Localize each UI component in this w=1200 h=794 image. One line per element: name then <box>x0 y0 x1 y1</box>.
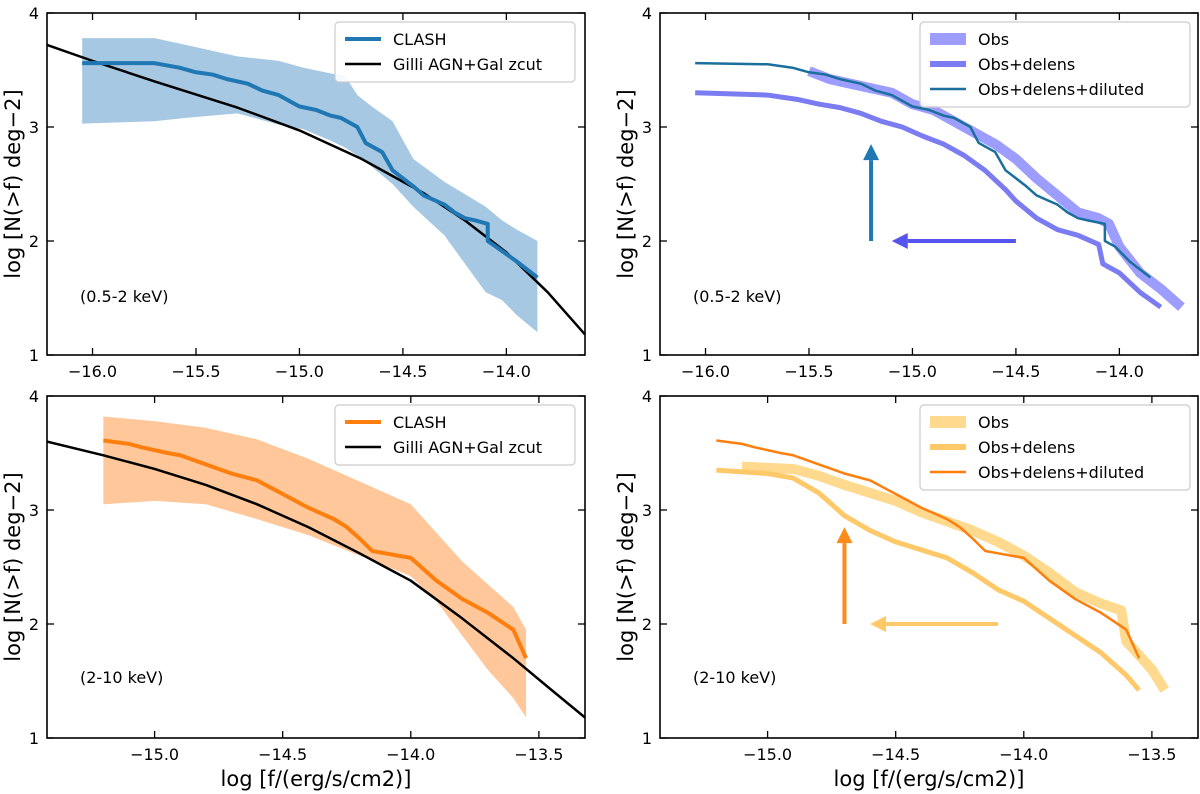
x-tick-label: −15.0 <box>888 362 937 381</box>
axes-frame <box>46 395 586 739</box>
plot-area <box>47 416 585 719</box>
energy-band-label: (2-10 keV) <box>693 668 776 687</box>
y-tick-label: 3 <box>29 118 39 137</box>
y-tick-label: 4 <box>642 387 652 406</box>
x-tick-label: −14.0 <box>999 745 1048 764</box>
series-line-gilli-agn-gal-zcut <box>47 440 585 719</box>
x-tick-label: −15.0 <box>275 362 324 381</box>
y-tick-label: 4 <box>29 387 39 406</box>
y-tick-label: 3 <box>642 501 652 520</box>
axes-frame <box>659 395 1199 739</box>
x-tick-label: −15.0 <box>743 745 792 764</box>
delensing-arrow-head <box>870 616 887 632</box>
series-line-obs-delens-diluted <box>716 439 1141 659</box>
y-tick-label: 1 <box>642 729 652 748</box>
x-tick-label: −14.5 <box>258 745 307 764</box>
dilution-arrow-head <box>836 527 853 544</box>
legend-label: Gilli AGN+Gal zcut <box>393 55 542 74</box>
y-tick-label: 3 <box>29 501 39 520</box>
x-tick-label: −16.0 <box>681 362 730 381</box>
y-tick-label: 2 <box>642 232 652 251</box>
delensing-arrow-head <box>891 233 908 249</box>
y-tick-label: 2 <box>642 615 652 634</box>
legend: CLASH Gilli AGN+Gal zcut <box>334 21 576 83</box>
legend-label: CLASH <box>393 30 447 49</box>
panel-soft-clash: −16.0 −15.5 −15.0 −14.5 −14.0 1 2 3 4 log [N(>f) … <box>1 4 586 381</box>
x-tick-label: −15.5 <box>171 362 220 381</box>
uncertainty-band <box>82 38 538 333</box>
legend-box <box>334 21 576 83</box>
x-tick-label: −13.5 <box>1127 745 1176 764</box>
y-tick-label: 3 <box>642 118 652 137</box>
axes-frame <box>46 12 586 356</box>
plot-area <box>47 38 585 336</box>
y-tick-label: 4 <box>29 4 39 23</box>
legend-label: Obs+delens+diluted <box>978 463 1144 482</box>
legend: CLASH Gilli AGN+Gal zcut <box>334 404 576 466</box>
legend-label: Obs+delens+diluted <box>978 80 1144 99</box>
x-tick-label: −14.5 <box>991 362 1040 381</box>
y-tick-label: 2 <box>29 232 39 251</box>
legend-label: Obs <box>978 30 1009 49</box>
x-tick-label: −15.0 <box>130 745 179 764</box>
panel-hard-clash: −15.0 −14.5 −14.0 −13.5 1 2 3 4 log [N(>f) deg−2… <box>1 387 586 791</box>
y-axis-title: log [N(>f) deg−2] <box>614 472 638 661</box>
legend-box <box>919 21 1191 108</box>
x-tick-label: −13.5 <box>514 745 563 764</box>
series-line-clash <box>82 61 539 280</box>
legend-box <box>334 404 576 466</box>
series-line-clash <box>103 438 528 660</box>
x-tick-label: −16.0 <box>68 362 117 381</box>
y-tick-label: 1 <box>29 346 39 365</box>
panel-soft-obs: −16.0 −15.5 −15.0 −14.5 −14.0 1 2 3 4 log [N(>f) … <box>614 4 1199 381</box>
y-axis-title: log [N(>f) deg−2] <box>1 472 25 661</box>
y-tick-label: 1 <box>29 729 39 748</box>
plot-area <box>716 439 1169 693</box>
x-tick-label: −14.0 <box>386 745 435 764</box>
legend-label: Obs <box>978 413 1009 432</box>
legend: Obs Obs+delens Obs+delens+diluted <box>919 21 1191 108</box>
legend-label: Gilli AGN+Gal zcut <box>393 438 542 457</box>
series-line-obs-delens <box>695 90 1163 310</box>
y-axis-title: log [N(>f) deg−2] <box>614 89 638 278</box>
legend-box <box>919 404 1191 491</box>
y-axis-title: log [N(>f) deg−2] <box>1 89 25 278</box>
y-tick-label: 2 <box>29 615 39 634</box>
x-tick-label: −14.5 <box>871 745 920 764</box>
series-line-obs-delens <box>716 467 1141 692</box>
x-tick-label: −15.5 <box>784 362 833 381</box>
dilution-arrow-head <box>863 144 880 161</box>
uncertainty-band <box>103 416 527 718</box>
y-tick-label: 1 <box>642 346 652 365</box>
plot-area <box>695 61 1185 311</box>
x-axis-title: log [f/(erg/s/cm2)] <box>221 767 412 791</box>
legend: Obs Obs+delens Obs+delens+diluted <box>919 404 1191 491</box>
energy-band-label: (0.5-2 keV) <box>693 287 781 306</box>
energy-band-label: (0.5-2 keV) <box>80 287 168 306</box>
series-line-obs-delens-diluted <box>695 61 1152 279</box>
x-tick-label: −14.0 <box>482 362 531 381</box>
energy-band-label: (2-10 keV) <box>80 668 163 687</box>
y-tick-label: 4 <box>642 4 652 23</box>
legend-label: Obs+delens <box>978 438 1075 457</box>
series-line-obs <box>741 461 1169 693</box>
x-axis-title: log [f/(erg/s/cm2)] <box>834 767 1025 791</box>
legend-label: CLASH <box>393 413 447 432</box>
x-tick-label: −14.0 <box>1095 362 1144 381</box>
panel-hard-obs: −15.0 −14.5 −14.0 −13.5 1 2 3 4 log [N(>f) deg−2… <box>614 387 1199 791</box>
axes-frame <box>659 12 1199 356</box>
legend-label: Obs+delens <box>978 55 1075 74</box>
x-tick-label: −14.5 <box>378 362 427 381</box>
